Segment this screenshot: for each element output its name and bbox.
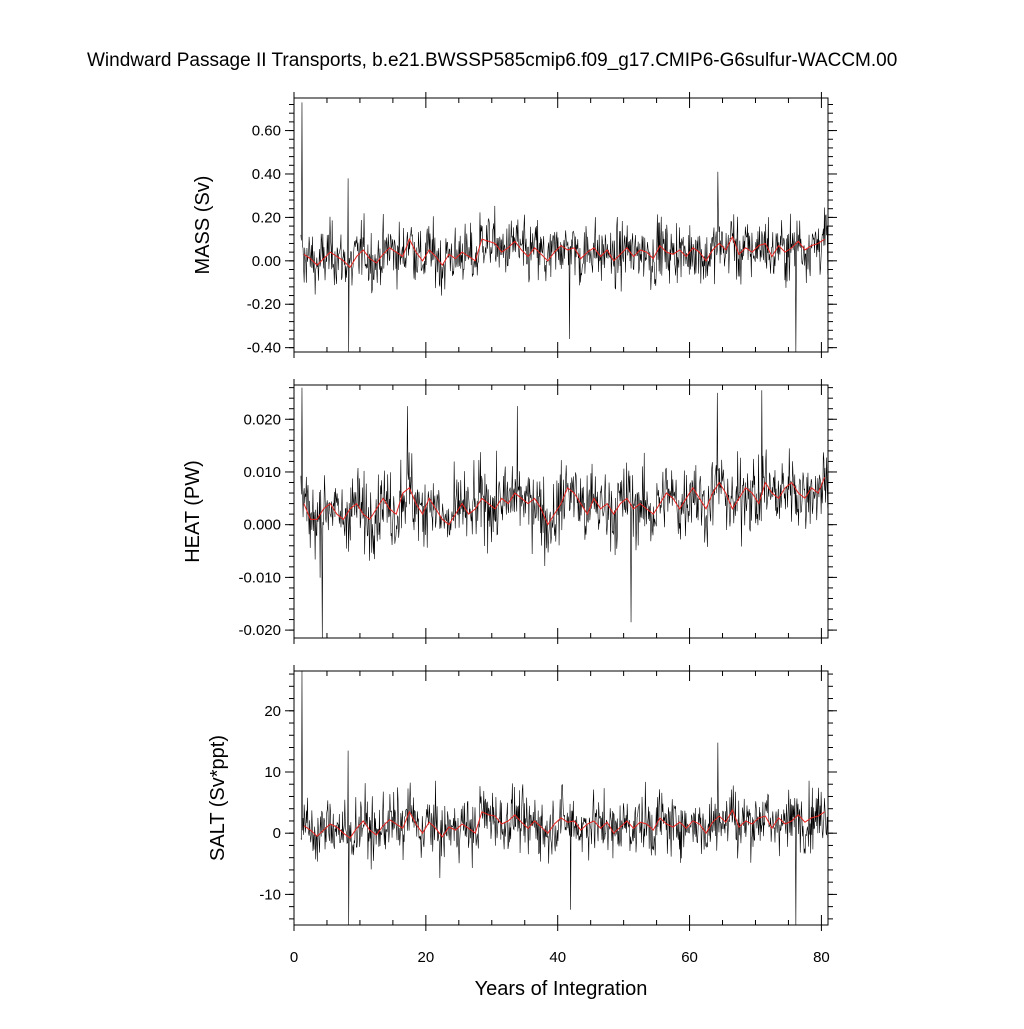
x-tick-label: 60 [681,949,698,966]
series-annual-mean-line [303,808,825,839]
chart-title: Windward Passage II Transports, b.e21.BW… [87,50,897,71]
x-tick-label: 20 [418,949,435,966]
panel-2: -0.020 -0.010 0.000 0.010 0.020 HEAT (PW) [182,379,837,644]
x-tick-label: 40 [549,949,566,966]
panel-frame [293,97,829,353]
y-tick-label: 0.00 [252,253,281,270]
y-tick-label: -0.20 [247,296,281,313]
series-monthly-line [300,387,828,638]
series-annual-mean-line [303,235,825,269]
y-tick-label: 0.020 [243,411,281,428]
y-tick-label: -10 [259,886,281,903]
y-tick-label: 0.000 [243,517,281,534]
y-tick-label: 20 [264,703,281,720]
panel-frame [293,384,829,639]
y-tick-label: -0.020 [238,622,281,639]
y-tick-label: 0.20 [252,209,281,226]
panel-1: -0.40 -0.20 0.00 0.20 0.40 0.60 MASS (Sv) [192,92,837,358]
y-tick-label: 10 [264,764,281,781]
y-tick-label: 0 [273,825,281,842]
series-monthly-line [300,102,828,352]
y-axis-label: SALT (Sv*ppt) [207,735,229,861]
panel-3: -10 0 10 20 SALT (Sv*ppt) 0 20 40 60 80 [207,665,837,966]
series-monthly-line [300,671,828,925]
y-tick-label: -0.010 [238,569,281,586]
y-tick-label: 0.010 [243,464,281,481]
series-annual-mean-line [303,477,826,526]
chart-panels: -0.40 -0.20 0.00 0.20 0.40 0.60 MASS (Sv) -0.02… [182,92,837,966]
y-axis-label: HEAT (PW) [182,460,204,563]
y-tick-label: -0.40 [247,340,281,357]
y-tick-label: 0.40 [252,166,281,183]
panel-frame [293,670,829,926]
x-tick-label: 80 [813,949,830,966]
y-tick-label: 0.60 [252,123,281,140]
x-tick-label: 0 [290,949,298,966]
y-axis-label: MASS (Sv) [192,176,214,275]
x-axis-label: Years of Integration [475,978,648,1000]
